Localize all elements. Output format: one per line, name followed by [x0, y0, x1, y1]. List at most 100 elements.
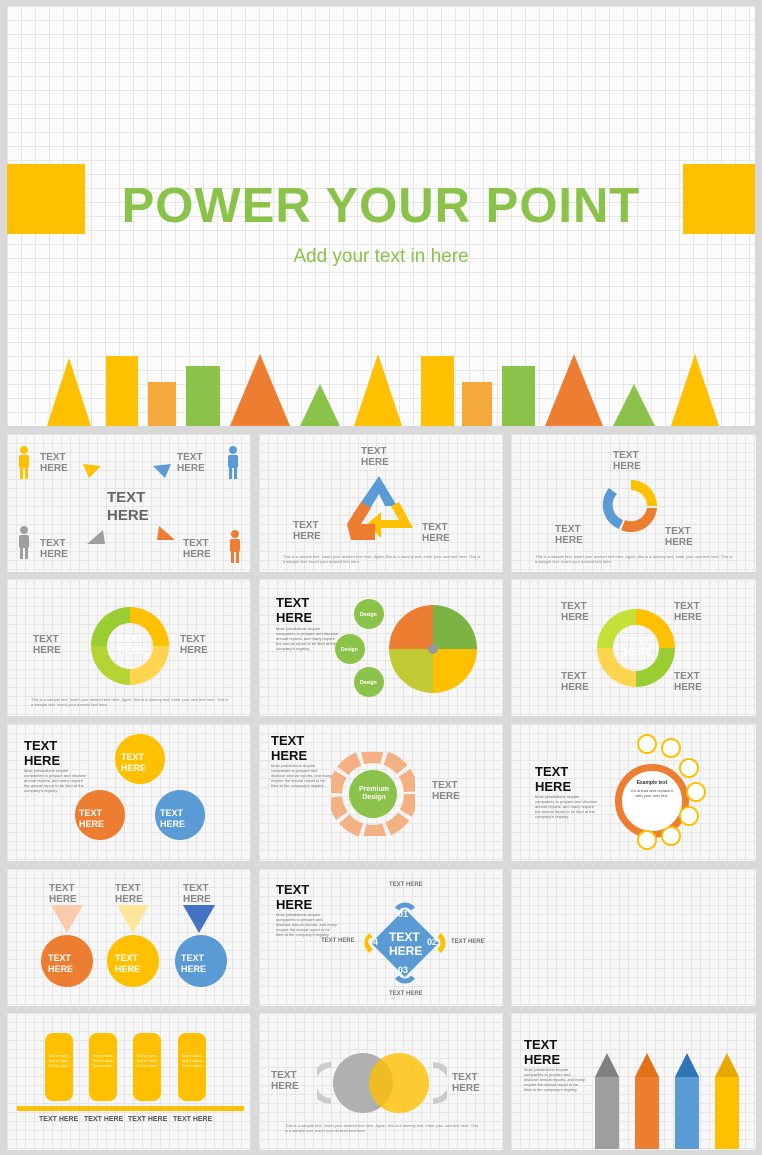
text-label: TEXT: [40, 538, 66, 549]
here-label: HERE: [432, 791, 460, 802]
hub-label-top: TEXT HERE: [389, 882, 423, 888]
tab-text: Text in here. Text in here. Text in here…: [48, 1053, 70, 1068]
arrow-icon: [83, 464, 101, 478]
circle-here: HERE: [121, 763, 147, 773]
slide-ring-arrows[interactable]: TEXT HERE TEXT HERE TEXT HERE This is a …: [7, 579, 250, 716]
slide-cycle[interactable]: TEXT HERE TEXT HERE TEXT HERE This is a …: [511, 434, 756, 572]
center-here: HERE: [624, 647, 652, 658]
text-label: TEXT: [561, 601, 587, 612]
person-icon: [19, 526, 29, 559]
tab-text: Text in here. Text in here. Text in here…: [92, 1053, 114, 1068]
question-icon: [637, 830, 657, 850]
hub-label-bottom: TEXT HERE: [389, 991, 423, 997]
number-02: 02: [427, 937, 438, 947]
four-arrows-icon: [597, 609, 675, 687]
text-label: TEXT: [40, 452, 66, 463]
pencil-shapes: [595, 1053, 739, 1149]
slide-numbered-hub[interactable]: TEXT HERE Most jurisdictions require com…: [259, 869, 503, 1006]
footer-text: This is a sample text. Insert your desir…: [31, 697, 229, 707]
example-ring: [615, 764, 689, 838]
bubble-label: Design: [341, 647, 358, 653]
here-label: HERE: [674, 682, 702, 693]
hub-center-here: HERE: [389, 944, 423, 958]
slide-recycle[interactable]: TEXT HERE TEXT HERE TEXT HERE This is a …: [259, 434, 503, 572]
slide-pencils[interactable]: TEXT HERE Most jurisdictions require com…: [511, 1013, 756, 1150]
orange-circle: [41, 935, 93, 987]
footer-text: This is a sample text. Insert your desir…: [283, 554, 481, 564]
here-label: HERE: [49, 894, 77, 905]
number-03: 03: [398, 965, 409, 975]
text-label: TEXT: [115, 883, 141, 894]
hero-slide[interactable]: POWER YOUR POINT Add your text in here: [7, 6, 755, 426]
body-text: Most jurisdictions require companies to …: [271, 763, 332, 788]
circle-here: HERE: [181, 964, 207, 974]
body-text: Most jurisdictions require companies to …: [535, 794, 598, 819]
center-text: TEXT: [118, 634, 144, 645]
slide-title-here: HERE: [276, 610, 313, 625]
slide-example-ring[interactable]: TEXT HERE Most jurisdictions require com…: [511, 724, 756, 861]
slide-title-here: HERE: [24, 753, 61, 768]
footer-text: This is a sample text. Insert your desir…: [535, 554, 733, 564]
slide-blank[interactable]: [511, 869, 756, 1006]
cycle-arrows-icon: [602, 480, 657, 533]
here-label: HERE: [115, 894, 143, 905]
arrow-icon: [157, 526, 175, 540]
print-icon: [686, 782, 706, 802]
here-label: HERE: [452, 1083, 480, 1094]
slide-venn[interactable]: TEXT HERE TEXT HERE This is a sample tex…: [259, 1013, 503, 1150]
design-bubble: [335, 634, 365, 664]
slide-title-here: HERE: [535, 779, 572, 794]
text-label: TEXT: [674, 671, 700, 682]
tab-text: Text in here. Text in here. Text in here…: [181, 1053, 203, 1068]
chart-icon: [679, 806, 699, 826]
slide-funnel-circles[interactable]: TEXT HERE TEXT HERE TEXT HERE TEXT HERE …: [7, 869, 250, 1006]
text-label: TEXT: [49, 883, 75, 894]
hero-shapes: [47, 354, 719, 426]
slide-people[interactable]: TEXT HERE TEXT HERE TEXT HERE TEXT HERE …: [7, 434, 250, 572]
person-icon: [230, 530, 240, 563]
here-label: HERE: [555, 535, 583, 546]
slide-title-text: TEXT: [535, 764, 569, 779]
text-label: TEXT: [432, 780, 458, 791]
slide-title-text: TEXT: [271, 733, 305, 748]
here-label: HERE: [40, 463, 68, 474]
circle-here: HERE: [115, 964, 141, 974]
circle-text: TEXT: [79, 808, 103, 818]
circle-here: HERE: [160, 819, 186, 829]
design-bubble: [354, 667, 384, 697]
here-label: HERE: [613, 461, 641, 472]
timeline-bar: [17, 1106, 244, 1111]
yellow-circle: [115, 734, 165, 784]
design-pie-chart: [389, 605, 477, 693]
text-label: TEXT: [177, 452, 203, 463]
example-body: Go ahead and replace it with your own te…: [630, 788, 674, 798]
hub-label-right: TEXT HERE: [451, 939, 485, 945]
here-label: HERE: [293, 531, 321, 542]
briefcase-icon: [679, 758, 699, 778]
arrow-icon: [87, 530, 105, 544]
slide-title-text: TEXT: [524, 1037, 558, 1052]
slide-tabs-timeline[interactable]: Text in here. Text in here. Text in here…: [7, 1013, 250, 1150]
slide-four-arrows[interactable]: TEXT HERE TEXT HERE TEXT HERE TEXT HERE …: [511, 579, 756, 716]
text-label: TEXT: [33, 634, 59, 645]
hourglass-icon: [661, 826, 681, 846]
text-label: TEXT: [271, 1070, 297, 1081]
text-label: TEXT: [665, 526, 691, 537]
slide-title-text: TEXT: [276, 595, 310, 610]
footer-text: This is a sample text. Insert your desir…: [285, 1123, 479, 1133]
circle-here: HERE: [79, 819, 105, 829]
recycle-icon: [347, 476, 413, 540]
slide-premium-ring[interactable]: TEXT HERE Most jurisdictions require com…: [259, 724, 503, 861]
slide-three-circles[interactable]: TEXT HERE Most jurisdictions require com…: [7, 724, 250, 861]
slide-title-here: HERE: [524, 1052, 561, 1067]
circle-text: TEXT: [48, 953, 72, 963]
here-label: HERE: [561, 612, 589, 623]
number-04: 04: [368, 937, 379, 947]
tab-shape: [133, 1033, 161, 1101]
slide-design-pie[interactable]: TEXT HERE Most jurisdictions require com…: [259, 579, 503, 716]
tab-shape: [178, 1033, 206, 1101]
timeline-label: TEXT HERE: [84, 1116, 124, 1123]
timeline-label: TEXT HERE: [173, 1116, 213, 1123]
right-accent-bar: [683, 164, 755, 234]
circle-text: TEXT: [115, 953, 139, 963]
